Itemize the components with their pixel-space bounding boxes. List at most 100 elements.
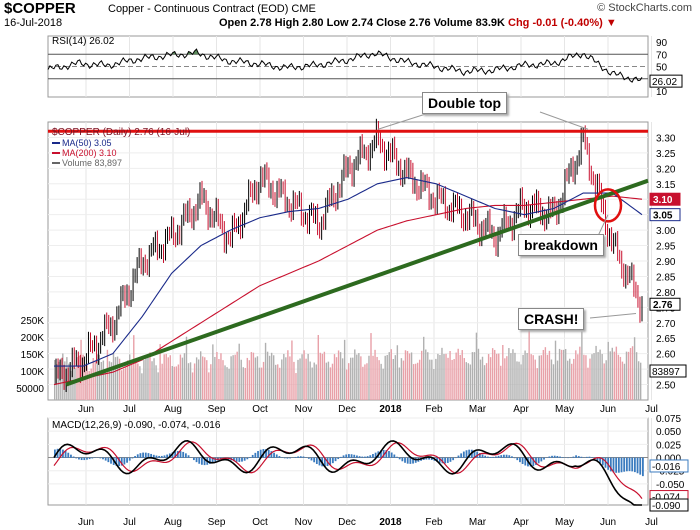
volume-bar — [169, 355, 171, 400]
macd-histogram-bar — [88, 457, 91, 460]
macd-histogram-bar — [166, 454, 169, 458]
volume-bar — [171, 365, 173, 400]
volume-tick-label: 250K — [21, 316, 45, 327]
volume-bar — [502, 345, 504, 400]
high-value: High 2.80 — [274, 17, 324, 29]
volume-bar — [374, 349, 376, 400]
macd-histogram-bar — [211, 457, 214, 463]
volume-bar — [86, 364, 88, 400]
volume-bar — [279, 367, 281, 400]
macd-histogram-bar — [275, 454, 278, 458]
volume-bar — [388, 352, 390, 400]
volume-bar — [90, 368, 92, 400]
volume-bar — [619, 356, 622, 400]
macd-histogram-bar — [64, 450, 67, 458]
macd-histogram-bar — [361, 456, 364, 458]
last-price-label-box — [649, 297, 681, 311]
volume-bar — [323, 351, 326, 400]
volume-bar — [54, 360, 56, 400]
volume-bar — [506, 356, 508, 400]
volume-bar — [110, 362, 113, 400]
macd-histogram-bar — [396, 456, 398, 458]
macd-histogram-bar — [452, 457, 455, 461]
rsi-line — [47, 48, 643, 83]
price-tick-label: 2.65 — [656, 334, 676, 345]
volume-bar — [449, 350, 451, 400]
macd-histogram-bar — [67, 452, 70, 458]
macd-histogram-bar — [478, 453, 481, 458]
macd-histogram-bar — [511, 456, 513, 458]
volume-bar — [256, 356, 259, 400]
volume-bar — [102, 360, 105, 400]
volume-bar — [489, 357, 492, 400]
volume-bar — [179, 354, 182, 400]
macd-histogram-bar — [99, 457, 102, 459]
change-value: Chg -0.01 (-0.40%) — [508, 17, 603, 29]
macd-histogram-bar — [163, 455, 166, 458]
volume-bar — [197, 359, 200, 400]
volume-bar — [433, 369, 435, 400]
macd-histogram-bar — [481, 454, 484, 458]
close-value: Close 2.76 — [376, 17, 431, 29]
volume-bar — [496, 353, 498, 400]
volume-bar — [368, 355, 370, 400]
price-x-tick: 2018 — [379, 404, 402, 415]
volume-bar — [611, 347, 613, 400]
legend-entry: Volume 83,897 — [62, 158, 122, 168]
macd-histogram-bar — [70, 454, 72, 458]
macd-value-label: -0.074 — [652, 493, 681, 504]
volume-bar — [177, 364, 180, 400]
volume-bar — [70, 370, 72, 400]
volume-value: Volume 83.9K — [433, 17, 505, 29]
macd-histogram-bar — [398, 457, 401, 460]
volume-bar — [356, 354, 358, 400]
volume-bar — [230, 356, 232, 400]
volume-bar — [116, 356, 119, 400]
macd-x-tick: Apr — [513, 517, 529, 528]
volume-bar — [571, 363, 573, 400]
volume-bar — [270, 352, 273, 400]
volume-bar — [504, 358, 506, 400]
volume-bar — [573, 358, 575, 400]
price-x-tick: Sep — [208, 404, 226, 415]
macd-histogram-bar — [631, 457, 634, 472]
breakdown-callout: breakdown — [518, 234, 604, 256]
volume-bar — [163, 354, 165, 400]
volume-bar — [536, 368, 538, 400]
volume-bar — [372, 355, 374, 400]
volume-bar — [617, 354, 620, 400]
macd-histogram-bar — [388, 451, 390, 458]
macd-histogram-bar — [289, 457, 291, 459]
volume-bar — [289, 356, 291, 400]
macd-histogram-bar — [380, 450, 382, 458]
macd-histogram-bar — [575, 455, 577, 458]
macd-x-tick: Nov — [295, 517, 313, 528]
volume-bar — [266, 351, 269, 400]
volume-bar — [625, 351, 628, 400]
macd-histogram-bar — [596, 457, 599, 461]
macd-x-tick: Jul — [645, 517, 658, 528]
volume-bar — [364, 364, 366, 400]
volume-bar — [147, 356, 149, 400]
volume-bar — [204, 357, 206, 400]
legend-entry: MA(200) 3.10 — [62, 148, 117, 158]
volume-bar — [139, 366, 141, 400]
volume-bar — [637, 361, 640, 400]
macd-histogram-bar — [155, 455, 158, 458]
volume-bar — [441, 347, 443, 400]
volume-bar — [487, 354, 490, 400]
volume-bar — [240, 359, 242, 400]
macd-signal-line — [53, 441, 643, 499]
volume-bar — [268, 355, 271, 400]
volume-bar — [560, 349, 563, 400]
volume-bar — [254, 357, 257, 400]
macd-histogram-bar — [489, 456, 492, 458]
macd-histogram-bar — [203, 457, 206, 466]
macd-tick-label: 0.050 — [656, 427, 681, 438]
macd-histogram-bar — [201, 457, 203, 465]
volume-bar — [120, 370, 123, 400]
macd-histogram-bar — [78, 457, 80, 460]
volume-bar — [493, 349, 496, 400]
macd-histogram-bar — [86, 457, 88, 460]
macd-histogram-bar — [278, 456, 281, 458]
